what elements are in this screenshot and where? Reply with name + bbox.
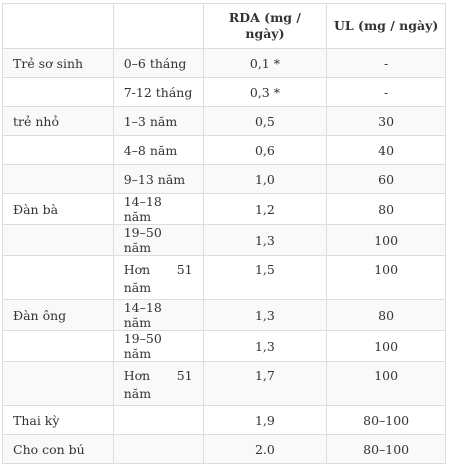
group-cell: Trẻ sơ sinh (2, 48, 114, 78)
age-unit: năm (123, 386, 152, 401)
age-cell (112, 405, 204, 435)
ul-cell: 100 (326, 361, 446, 406)
rda-cell: 2.0 (202, 434, 328, 464)
table-row: Cho con bú 2.0 80–100 (2, 434, 446, 464)
ul-cell: 80–100 (326, 434, 446, 464)
table-row: Hơn 51 năm 1,5 100 (2, 255, 446, 300)
header-ul: UL (mg / ngày) (326, 3, 446, 49)
table-row: Trẻ sơ sinh 0–6 tháng 0,1 * - (2, 48, 446, 78)
table-row: Thai kỳ 1,9 80–100 (2, 405, 446, 435)
group-cell: Đàn ông (2, 299, 114, 331)
group-cell: trẻ nhỏ (2, 106, 114, 136)
age-line: Hơn 51 (124, 261, 193, 279)
age-cell: 0–6 tháng (112, 48, 204, 78)
age-word: Hơn (123, 262, 151, 277)
age-cell (112, 434, 204, 464)
age-word: Hơn (123, 368, 151, 383)
table-row: 19–50 năm 1,3 100 (2, 330, 446, 362)
header-age (112, 3, 204, 49)
rda-cell: 1,3 (202, 224, 328, 256)
group-cell (2, 224, 114, 256)
rda-cell: 1,9 (202, 405, 328, 435)
nutrient-table: RDA (mg / ngày) UL (mg / ngày) Trẻ sơ si… (2, 3, 446, 464)
rda-cell: 0,3 * (202, 77, 328, 107)
table-row: Đàn bà 14–18 năm 1,2 80 (2, 193, 446, 225)
age-cell: 4–8 năm (112, 135, 204, 165)
table-row: Hơn 51 năm 1,7 100 (2, 361, 446, 406)
age-cell: 1–3 năm (112, 106, 204, 136)
rda-cell: 1,7 (202, 361, 328, 406)
table-row: trẻ nhỏ 1–3 năm 0,5 30 (2, 106, 446, 136)
ul-cell: 100 (326, 330, 446, 362)
ul-cell: 80–100 (326, 405, 446, 435)
ul-cell: - (326, 48, 446, 78)
table-row: Đàn ông 14–18 năm 1,3 80 (2, 299, 446, 331)
group-cell (2, 361, 114, 406)
ul-cell: 60 (326, 164, 446, 194)
ul-cell: 40 (326, 135, 446, 165)
age-cell: 14–18 năm (112, 299, 204, 331)
age-cell: Hơn 51 năm (112, 361, 204, 406)
ul-cell: 30 (326, 106, 446, 136)
rda-cell: 1,3 (202, 299, 328, 331)
rda-cell: 1,3 (202, 330, 328, 362)
rda-cell: 1,2 (202, 193, 328, 225)
ul-cell: 80 (326, 299, 446, 331)
age-number: 51 (176, 368, 193, 383)
age-cell: 19–50 năm (112, 330, 204, 362)
rda-cell: 0,5 (202, 106, 328, 136)
group-cell (2, 330, 114, 362)
table-row: 4–8 năm 0,6 40 (2, 135, 446, 165)
rda-cell: 1,5 (202, 255, 328, 300)
age-number: 51 (176, 262, 193, 277)
ul-cell: 80 (326, 193, 446, 225)
table-row: 9–13 năm 1,0 60 (2, 164, 446, 194)
table-row: 7-12 tháng 0,3 * - (2, 77, 446, 107)
age-unit: năm (123, 280, 152, 295)
group-cell (2, 164, 114, 194)
ul-cell: 100 (326, 255, 446, 300)
group-cell (2, 77, 114, 107)
header-row: RDA (mg / ngày) UL (mg / ngày) (2, 3, 446, 49)
age-line: Hơn 51 (124, 367, 193, 385)
header-group (2, 3, 114, 49)
rda-cell: 1,0 (202, 164, 328, 194)
age-cell: Hơn 51 năm (112, 255, 204, 300)
table-row: 19–50 năm 1,3 100 (2, 224, 446, 256)
ul-cell: 100 (326, 224, 446, 256)
group-cell (2, 255, 114, 300)
group-cell: Cho con bú (2, 434, 114, 464)
age-cell: 9–13 năm (112, 164, 204, 194)
age-cell: 14–18 năm (112, 193, 204, 225)
rda-cell: 0,1 * (202, 48, 328, 78)
group-cell (2, 135, 114, 165)
rda-cell: 0,6 (202, 135, 328, 165)
group-cell: Đàn bà (2, 193, 114, 225)
header-rda: RDA (mg / ngày) (202, 3, 328, 49)
age-cell: 7-12 tháng (112, 77, 204, 107)
ul-cell: - (326, 77, 446, 107)
age-cell: 19–50 năm (112, 224, 204, 256)
group-cell: Thai kỳ (2, 405, 114, 435)
